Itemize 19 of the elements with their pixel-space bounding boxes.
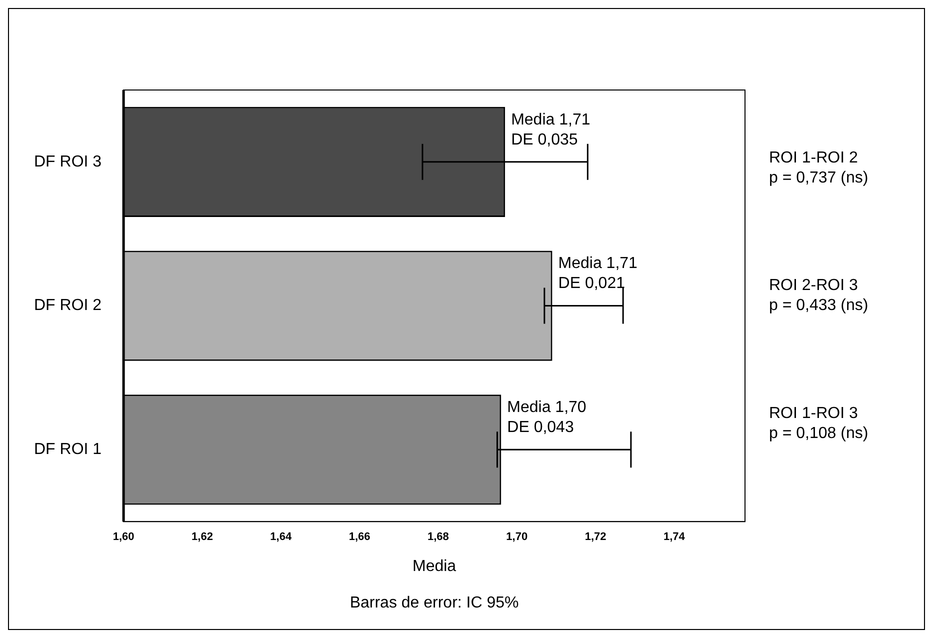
y-tick-label: DF ROI 2 bbox=[34, 297, 102, 314]
x-tick-label: 1,70 bbox=[506, 531, 528, 544]
y-tick-label: DF ROI 1 bbox=[34, 441, 102, 458]
text: ROI 1-ROI 2 p = 0,737 (ns) bbox=[769, 149, 868, 186]
annotation: Media 1,71 DE 0,035 bbox=[511, 111, 590, 148]
x-tick-label: 1,60 bbox=[112, 531, 134, 544]
text: ROI 2-ROI 3 p = 0,433 (ns) bbox=[769, 277, 868, 314]
annotation: Media 1,71 DE 0,021 bbox=[558, 255, 638, 292]
x-tick-label: 1,66 bbox=[348, 531, 370, 544]
text: ROI 1-ROI 3 p = 0,108 (ns) bbox=[769, 405, 868, 442]
text: Barras de error: IC 95% bbox=[350, 594, 519, 612]
x-tick-label: 1,68 bbox=[428, 531, 449, 544]
x-axis-title: Media bbox=[412, 558, 456, 575]
x-tick-label: 1,62 bbox=[192, 531, 213, 544]
x-tick-label: 1,74 bbox=[663, 531, 686, 544]
x-tick-label: 1,64 bbox=[270, 531, 292, 544]
y-tick-label: DF ROI 3 bbox=[34, 153, 102, 170]
annotation: Media 1,70 DE 0,043 bbox=[507, 399, 586, 436]
x-tick-label: 1,72 bbox=[584, 531, 606, 544]
